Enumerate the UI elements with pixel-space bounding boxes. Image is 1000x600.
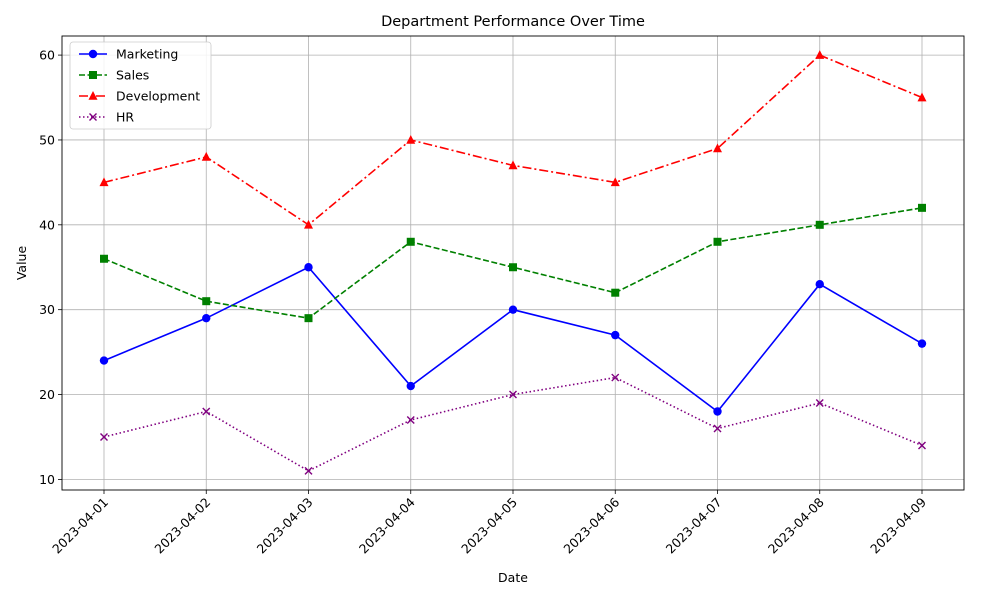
chart-title: Department Performance Over Time [381, 14, 645, 30]
marker-square [509, 263, 517, 272]
y-tick-label: 60 [39, 48, 55, 63]
marker-square [304, 314, 313, 323]
series-hr [100, 373, 926, 475]
marker-circle [202, 313, 211, 323]
y-tick-label: 10 [39, 472, 55, 487]
marker-square [202, 297, 211, 306]
marker-circle [815, 280, 824, 289]
marker-x [202, 407, 211, 416]
y-tick-label: 40 [39, 217, 55, 232]
marker-x-stroke [918, 441, 926, 450]
legend-box [69, 41, 212, 130]
marker-square [89, 71, 97, 79]
marker-x [611, 373, 620, 382]
marker-triangle [917, 92, 927, 102]
legend-label: Marketing [116, 47, 178, 62]
marker-circle [304, 263, 313, 272]
marker-triangle [88, 91, 98, 100]
marker-x-stroke [202, 407, 211, 416]
marker-square [713, 237, 722, 246]
marker-square [611, 288, 620, 297]
marker-x [89, 113, 97, 121]
legend-label: Development [116, 89, 200, 104]
x-axis-label: Date [498, 570, 528, 585]
legend-item: Marketing [79, 47, 178, 62]
marker-triangle [508, 160, 518, 170]
marker-triangle [201, 151, 211, 161]
series-line [103, 376, 923, 472]
y-tick-label: 50 [39, 132, 55, 147]
marker-square [815, 220, 824, 229]
marker-circle [88, 49, 98, 59]
marker-x-stroke [89, 113, 97, 121]
y-axis: 10 20 30 40 50 60 [39, 48, 62, 487]
marker-x-stroke [509, 390, 517, 399]
marker-triangle [610, 177, 620, 187]
series-development [99, 50, 927, 229]
marker-triangle [815, 50, 825, 59]
marker-x [100, 432, 108, 441]
marker-circle [713, 407, 722, 416]
y-tick-label: 20 [39, 387, 55, 402]
marker-x-stroke [100, 432, 108, 441]
marker-x-stroke [304, 466, 313, 475]
marker-square [918, 203, 926, 212]
legend: Marketing Sales Development HR [69, 41, 212, 130]
series-layer [99, 50, 927, 475]
marker-circle [508, 305, 518, 314]
marker-x [713, 424, 722, 433]
marker-x [304, 466, 313, 475]
marker-circle [99, 356, 109, 365]
y-tick-label: 30 [39, 302, 55, 317]
series-sales [100, 203, 926, 323]
marker-x-stroke [713, 424, 722, 433]
marker-circle [406, 381, 415, 391]
marker-circle [611, 330, 620, 340]
marker-triangle [99, 177, 109, 187]
marker-x [406, 415, 415, 424]
legend-item: Sales [79, 68, 149, 83]
marker-x-stroke [406, 415, 415, 424]
marker-x [918, 441, 926, 450]
legend-label: HR [116, 110, 134, 125]
series-marketing [99, 263, 927, 416]
legend-item: Development [79, 89, 200, 104]
marker-triangle [713, 143, 722, 153]
marker-x [815, 399, 824, 408]
marker-x-stroke [815, 399, 824, 408]
marker-square [100, 254, 108, 263]
marker-x [509, 390, 517, 399]
marker-x-stroke [611, 373, 620, 382]
y-axis-label: Value [14, 246, 29, 281]
marker-circle [917, 339, 927, 348]
marker-square [406, 237, 415, 246]
legend-label: Sales [116, 68, 149, 83]
legend-item: HR [79, 110, 134, 125]
marker-triangle [304, 219, 313, 229]
marker-triangle [406, 134, 416, 144]
